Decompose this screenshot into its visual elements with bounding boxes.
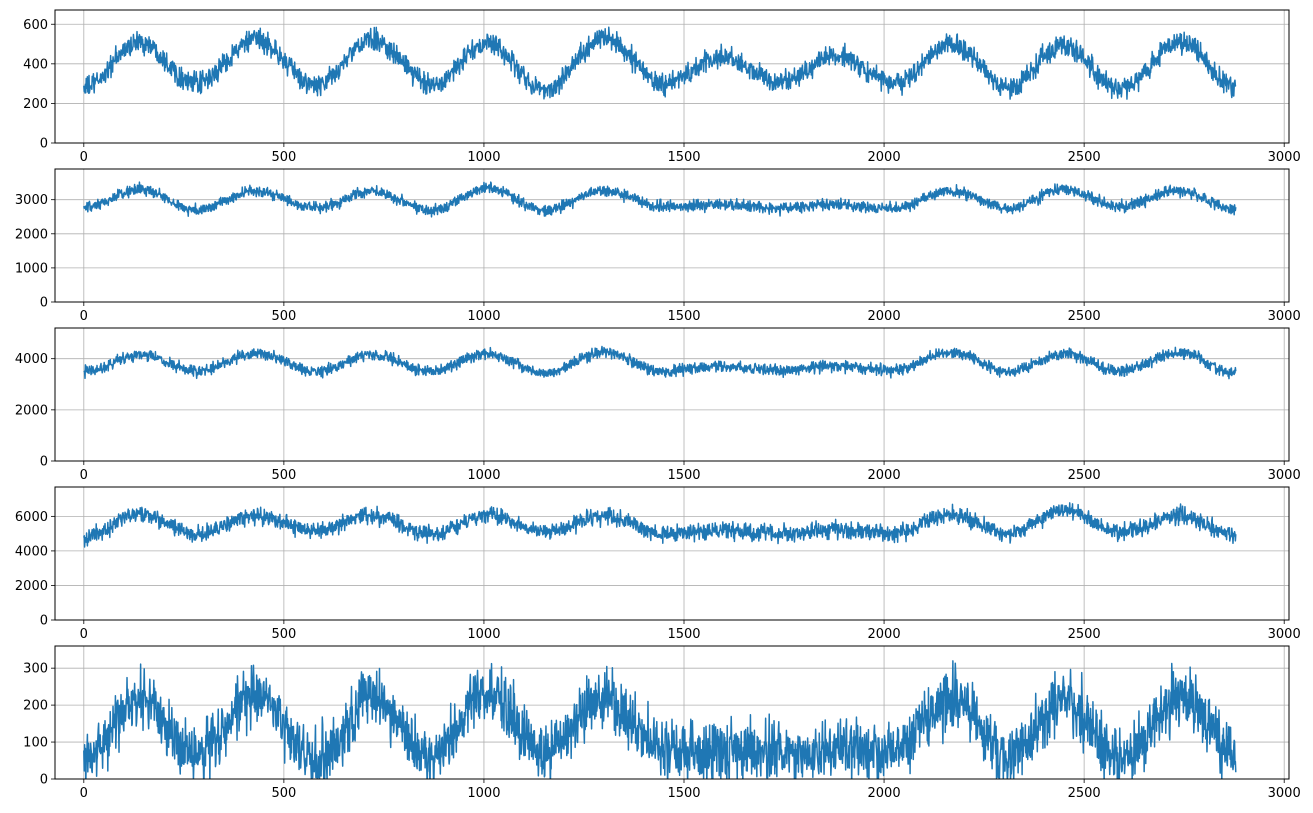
axes-frame <box>54 9 1290 144</box>
grid <box>55 487 1289 621</box>
x-tick-label: 2500 <box>1068 627 1101 642</box>
y-tick-label: 1000 <box>15 261 48 276</box>
x-tick-label: 3000 <box>1268 786 1301 801</box>
x-tick-label: 1000 <box>467 309 500 324</box>
x-tick-label: 1000 <box>467 150 500 165</box>
y-tick-label: 6000 <box>15 510 48 525</box>
y-tick-label: 0 <box>40 455 48 470</box>
y-tick-label: 400 <box>23 57 48 72</box>
x-tick-label: 0 <box>80 468 88 483</box>
x-tick-label: 0 <box>80 627 88 642</box>
x-tick-label: 3000 <box>1268 150 1301 165</box>
series-line <box>83 181 1237 218</box>
x-tick-label: 3000 <box>1268 627 1301 642</box>
series-line <box>83 502 1237 548</box>
y-tick-label: 0 <box>40 773 48 788</box>
x-tick-label: 3000 <box>1268 468 1301 483</box>
x-tick-label: 1500 <box>667 309 700 324</box>
subplot-2: 0 500 1000 1500 2000 2500 3000 0 1000 2000 3000 <box>15 168 1301 324</box>
series-line <box>83 26 1237 100</box>
y-tick-label: 3000 <box>15 193 48 208</box>
x-tick-label: 2000 <box>868 786 901 801</box>
x-tick-label: 2500 <box>1068 786 1101 801</box>
x-tick-label: 1500 <box>667 627 700 642</box>
y-tick-label: 200 <box>23 699 48 714</box>
series-line <box>83 345 1237 380</box>
grid <box>55 169 1289 303</box>
x-tick-label: 2000 <box>868 627 901 642</box>
x-tick-label: 1500 <box>667 468 700 483</box>
y-tick-label: 2000 <box>15 227 48 242</box>
x-tick-label: 1000 <box>467 468 500 483</box>
x-tick-label: 500 <box>271 627 296 642</box>
y-tick-label: 200 <box>23 97 48 112</box>
subplot-3: 0 500 1000 1500 2000 2500 3000 0 2000 4000 <box>15 327 1301 483</box>
y-tick-label: 0 <box>40 614 48 629</box>
x-tick-label: 1500 <box>667 786 700 801</box>
x-tick-label: 1000 <box>467 627 500 642</box>
x-tick-label: 3000 <box>1268 309 1301 324</box>
series-line <box>83 660 1237 779</box>
x-tick-label: 2500 <box>1068 468 1101 483</box>
axes-frame <box>54 645 1290 780</box>
x-tick-label: 1000 <box>467 786 500 801</box>
subplot-5: 0 500 1000 1500 2000 2500 3000 0 100 200 300 <box>23 645 1301 801</box>
x-tick-label: 1500 <box>667 150 700 165</box>
y-tick-label: 300 <box>23 662 48 677</box>
subplot-4: 0 500 1000 1500 2000 2500 3000 0 2000 4000 6000 <box>15 486 1301 642</box>
y-tick-label: 4000 <box>15 352 48 367</box>
x-tick-label: 500 <box>271 309 296 324</box>
x-tick-label: 2000 <box>868 150 901 165</box>
x-tick-label: 0 <box>80 309 88 324</box>
x-tick-label: 2500 <box>1068 150 1101 165</box>
x-tick-label: 0 <box>80 786 88 801</box>
axes-frame <box>54 486 1290 621</box>
y-tick-label: 0 <box>40 137 48 152</box>
y-tick-label: 2000 <box>15 403 48 418</box>
axes-frame <box>54 168 1290 303</box>
x-tick-label: 2000 <box>868 309 901 324</box>
x-tick-label: 0 <box>80 150 88 165</box>
x-tick-label: 2000 <box>868 468 901 483</box>
x-tick-label: 500 <box>271 150 296 165</box>
y-tick-label: 600 <box>23 18 48 33</box>
axes-frame <box>54 327 1290 462</box>
x-tick-label: 2500 <box>1068 309 1101 324</box>
grid <box>55 328 1289 462</box>
x-tick-label: 500 <box>271 468 296 483</box>
y-tick-label: 100 <box>23 736 48 751</box>
subplot-1: 0 500 1000 1500 2000 2500 3000 0 200 400 600 <box>23 9 1301 165</box>
x-tick-label: 500 <box>271 786 296 801</box>
y-tick-label: 2000 <box>15 579 48 594</box>
y-tick-label: 0 <box>40 296 48 311</box>
y-tick-label: 4000 <box>15 544 48 559</box>
